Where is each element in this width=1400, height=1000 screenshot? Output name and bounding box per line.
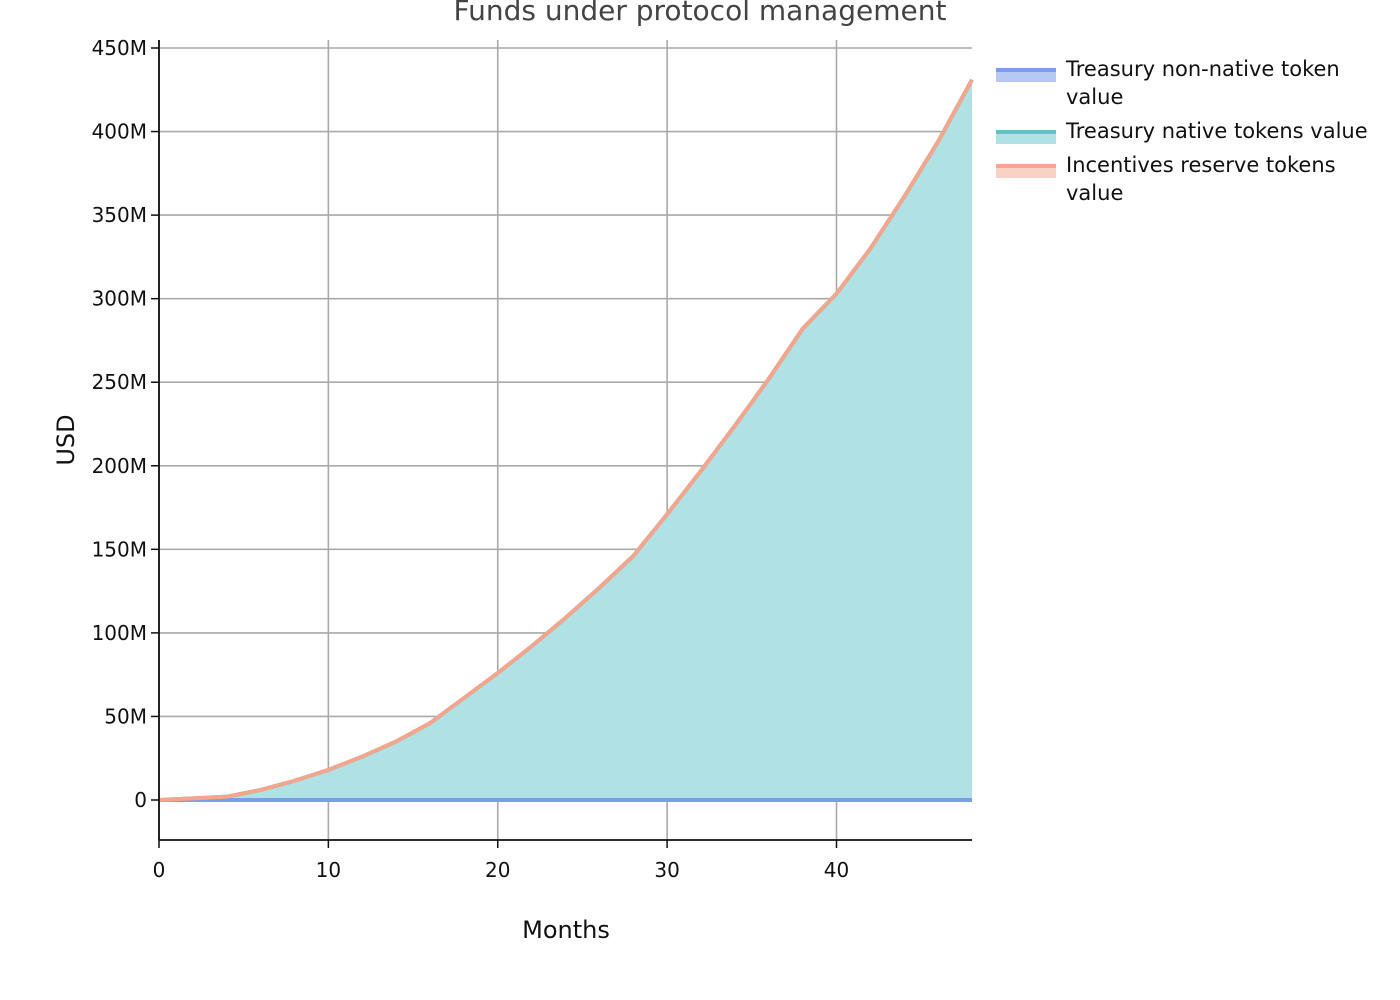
y-tick-label: 300M bbox=[92, 287, 147, 311]
legend: Treasury non-native token value Treasury… bbox=[996, 55, 1396, 213]
y-axis-label: USD bbox=[52, 414, 80, 465]
legend-swatch bbox=[996, 130, 1056, 144]
legend-label: Incentives reserve tokens value bbox=[1066, 153, 1336, 205]
y-tick-label: 450M bbox=[92, 36, 147, 60]
x-tick-label: 40 bbox=[824, 858, 849, 882]
x-tick-label: 0 bbox=[153, 858, 166, 882]
line-series-2 bbox=[158, 78, 974, 802]
y-tick-label: 100M bbox=[92, 621, 147, 645]
chart-title: Funds under protocol management bbox=[454, 0, 947, 27]
legend-label: Treasury native tokens value bbox=[1066, 119, 1368, 143]
legend-item-treasury-native: Treasury native tokens value bbox=[996, 117, 1396, 145]
y-tick-label: 250M bbox=[92, 370, 147, 394]
legend-swatch bbox=[996, 164, 1056, 178]
x-tick-label: 20 bbox=[485, 858, 510, 882]
x-tick-label: 30 bbox=[654, 858, 679, 882]
x-axis-label: Months bbox=[522, 916, 610, 944]
y-tick-label: 0 bbox=[134, 788, 147, 812]
areas bbox=[159, 79, 972, 801]
legend-swatch bbox=[996, 68, 1056, 82]
y-tick-label: 150M bbox=[92, 537, 147, 561]
y-tick-label: 200M bbox=[92, 454, 147, 478]
legend-item-treasury-non-native: Treasury non-native token value bbox=[996, 55, 1396, 111]
y-tick-label: 50M bbox=[104, 704, 147, 728]
y-tick-label: 400M bbox=[92, 120, 147, 144]
x-tick-label: 10 bbox=[316, 858, 341, 882]
legend-label: Treasury non-native token value bbox=[1066, 57, 1340, 109]
area-series-1 bbox=[159, 79, 972, 801]
legend-item-incentives-reserve: Incentives reserve tokens value bbox=[996, 151, 1396, 207]
series-lines bbox=[158, 78, 974, 802]
y-tick-label: 350M bbox=[92, 203, 147, 227]
axes: 0 50M 100M 150M 200M 250M 300M 350M 400M 450M 0 10 2… bbox=[92, 36, 972, 882]
